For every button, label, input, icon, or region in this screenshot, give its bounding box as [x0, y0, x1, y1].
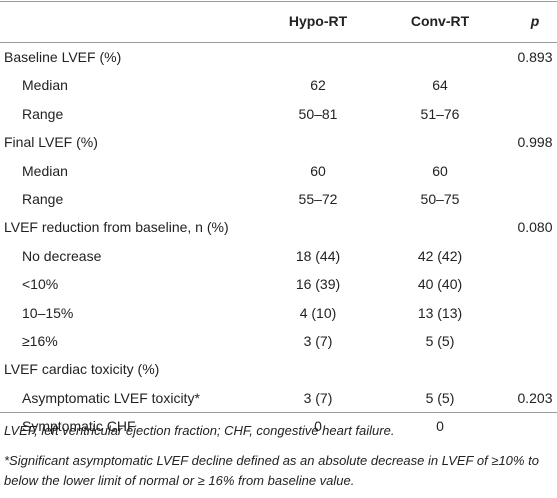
row-label: Range	[22, 105, 64, 122]
row-label: Median	[22, 162, 68, 179]
value-cell: 62	[310, 77, 326, 94]
value-cell: 60	[310, 162, 326, 179]
value-cell: 40 (40)	[417, 276, 463, 293]
value-cell: 60	[432, 162, 448, 179]
p-value: 0.893	[517, 49, 553, 65]
column-header: p	[530, 13, 540, 29]
column-header: Hypo-RT	[288, 13, 348, 29]
value-cell: 18 (44)	[295, 247, 341, 264]
top-rule	[0, 1, 557, 2]
group-label: Baseline LVEF (%)	[4, 49, 122, 65]
value-cell: 50–81	[298, 105, 338, 122]
p-value: 0.203	[517, 389, 553, 406]
value-cell: 50–75	[420, 191, 460, 207]
footnote: LVEF, left ventricular ejection fraction…	[4, 423, 395, 438]
value-cell: 3 (7)	[303, 389, 333, 406]
value-cell: 16 (39)	[295, 276, 341, 293]
bottom-rule	[0, 412, 557, 413]
value-cell: 5 (5)	[425, 389, 455, 406]
group-label: Final LVEF (%)	[4, 134, 98, 151]
row-label: <10%	[22, 276, 59, 293]
column-header: Conv-RT	[410, 13, 470, 29]
value-cell: 51–76	[420, 105, 460, 122]
value-cell: 64	[432, 77, 448, 94]
p-value: 0.998	[517, 134, 553, 151]
row-label: Range	[22, 191, 64, 207]
footnote: *Significant asymptomatic LVEF decline d…	[4, 453, 539, 488]
value-cell: 0	[314, 418, 322, 435]
row-label: Median	[22, 77, 68, 94]
header-rule	[0, 42, 557, 43]
value-cell: 4 (10)	[299, 304, 337, 321]
p-value: 0.080	[517, 219, 553, 236]
value-cell: 55–72	[298, 191, 338, 207]
value-cell: 3 (7)	[303, 333, 333, 349]
group-label: LVEF cardiac toxicity (%)	[4, 361, 160, 378]
value-cell: 13 (13)	[417, 304, 463, 321]
row-label: ≥16%	[22, 333, 58, 349]
group-label: LVEF reduction from baseline, n (%)	[4, 219, 229, 236]
row-label: No decrease	[22, 247, 102, 264]
value-cell: 42 (42)	[417, 247, 463, 264]
value-cell: 0	[436, 418, 444, 435]
value-cell: 5 (5)	[425, 333, 455, 349]
row-label: Asymptomatic LVEF toxicity*	[22, 389, 200, 406]
row-label: 10–15%	[22, 304, 74, 321]
row-label: Symptomatic CHF	[22, 418, 136, 435]
